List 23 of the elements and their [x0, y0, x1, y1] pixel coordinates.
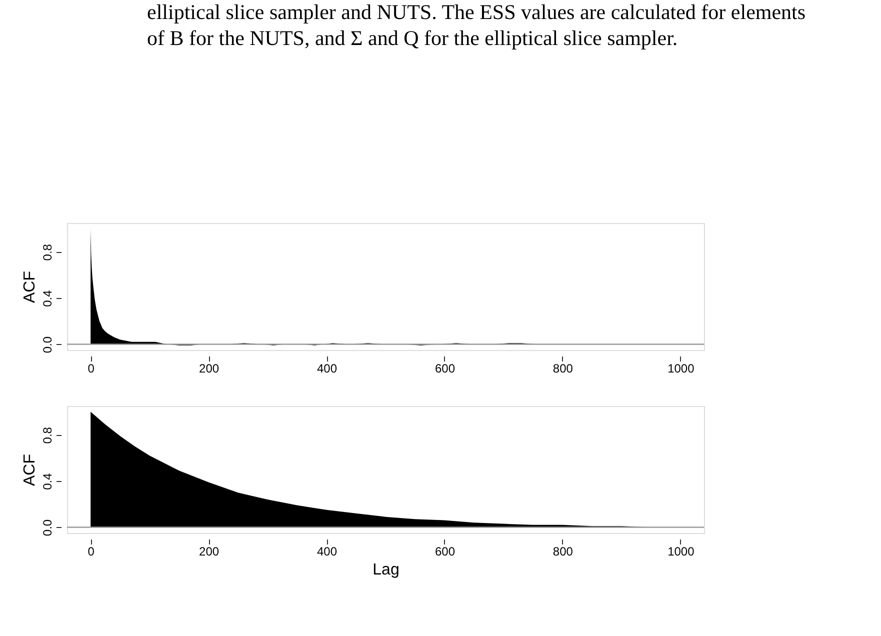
- x-tick-label: 600: [434, 544, 456, 558]
- x-tick-label: 400: [317, 362, 338, 376]
- x-tick-label: 0: [88, 544, 95, 558]
- text: of B for the NUTS, and Σ and Q for the elliptical slice sampler.: [147, 26, 678, 50]
- x-tick-label: 0: [88, 362, 95, 376]
- y-tick-label: 0.8: [40, 426, 54, 444]
- y-tick-label: 0.0: [40, 336, 54, 354]
- y-axis-title: ACF: [22, 270, 38, 303]
- x-tick-label: 800: [552, 362, 574, 376]
- x-tick-label: 600: [434, 362, 456, 376]
- x-axis-title: Lag: [372, 562, 400, 578]
- x-tick-label: 1000: [668, 362, 695, 376]
- text: elliptical slice sampler and NUTS. The ESS values are calculated for elements: [147, 0, 806, 24]
- y-tick-label: 0.8: [40, 244, 54, 261]
- y-tick-label: 0.4: [40, 290, 54, 307]
- x-tick-label: 400: [317, 544, 338, 558]
- x-tick-label: 800: [552, 544, 574, 558]
- x-tick-label: 200: [199, 544, 220, 558]
- y-axis-title: ACF: [22, 454, 38, 486]
- x-tick-label: 1000: [668, 544, 695, 558]
- y-tick-label: 0.4: [40, 472, 54, 490]
- y-tick-label: 0.0: [40, 519, 54, 536]
- x-tick-label: 200: [199, 362, 220, 376]
